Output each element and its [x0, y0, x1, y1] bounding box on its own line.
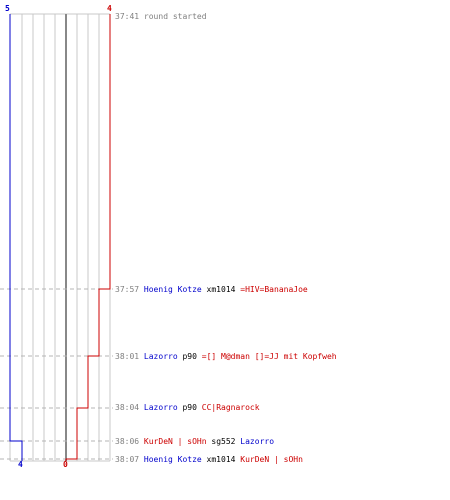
- event-time: 38:01: [115, 352, 140, 361]
- weapon-name: p90: [182, 403, 197, 412]
- blue-team-line: [9, 14, 23, 461]
- weapon-name: p90: [182, 352, 197, 361]
- event-kill: 37:57 Hoenig Kotze xm1014 =HIV=BananaJoe: [115, 285, 308, 295]
- weapon-name: xm1014: [206, 455, 236, 464]
- event-kill: 38:07 Hoenig Kotze xm1014 KurDeN | sOHn: [115, 455, 303, 465]
- event-kill: 38:01 Lazorro p90 =[] M@dman []=JJ mit K…: [115, 352, 337, 362]
- score-blue-start: 5: [5, 4, 10, 13]
- event-round-start: 37:41 round started: [115, 12, 207, 22]
- weapon-name: sg552: [211, 437, 236, 446]
- victim-name: CC|Ragnarock: [201, 403, 260, 412]
- score-blue-end: 4: [18, 460, 23, 469]
- attacker-name: Hoenig Kotze: [143, 455, 202, 464]
- event-time: 38:07: [115, 455, 140, 464]
- event-time: 38:04: [115, 403, 140, 412]
- attacker-name: KurDeN | sOHn: [143, 437, 207, 446]
- score-red-end: 0: [63, 460, 68, 469]
- event-time: 37:57: [115, 285, 140, 294]
- victim-name: =HIV=BananaJoe: [240, 285, 308, 294]
- victim-name: =[] M@dman []=JJ mit Kopfweh: [201, 352, 337, 361]
- red-team-line: [65, 14, 111, 461]
- score-red-start: 4: [107, 4, 112, 13]
- event-kill: 38:04 Lazorro p90 CC|Ragnarock: [115, 403, 260, 413]
- weapon-name: xm1014: [206, 285, 236, 294]
- victim-name: KurDeN | sOHn: [240, 455, 303, 464]
- event-time: 38:06: [115, 437, 140, 446]
- event-kill: 38:06 KurDeN | sOHn sg552 Lazorro: [115, 437, 274, 447]
- attacker-name: Hoenig Kotze: [143, 285, 202, 294]
- event-time: 37:41: [115, 12, 140, 21]
- event-note: round started: [143, 12, 207, 21]
- attacker-name: Lazorro: [143, 403, 178, 412]
- victim-name: Lazorro: [240, 437, 275, 446]
- attacker-name: Lazorro: [143, 352, 178, 361]
